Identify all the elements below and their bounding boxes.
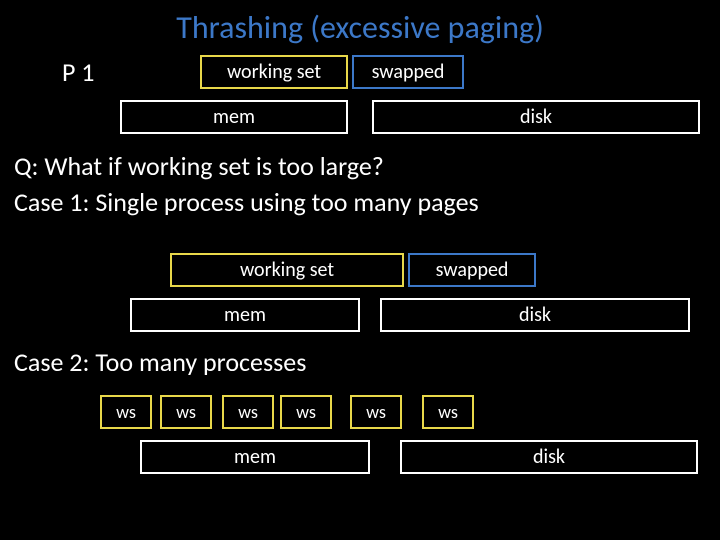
s3-disk-box: disk [400,440,698,474]
s3-ws-box-2: ws [222,395,274,429]
s3-ws-box-0: ws [100,395,152,429]
s1-disk-box: disk [372,100,700,134]
s1-mem-box: mem [120,100,348,134]
question-text: Q: What if working set is too large? [14,150,384,183]
s3-ws-box-3: ws [280,395,332,429]
p1-label: P 1 [62,56,95,88]
s2-working-set-box: working set [170,253,404,287]
s3-ws-box-4: ws [350,395,402,429]
s3-ws-box-1: ws [160,395,212,429]
s3-ws-box-5: ws [422,395,474,429]
case2-text: Case 2: Too many processes [14,346,306,379]
s3-mem-box: mem [140,440,370,474]
s1-working-set-box: working set [200,55,348,89]
s2-mem-box: mem [130,298,360,332]
s2-swapped-box: swapped [408,253,536,287]
case1-text: Case 1: Single process using too many pa… [14,186,479,219]
s2-disk-box: disk [380,298,690,332]
s1-swapped-box: swapped [352,55,464,89]
slide-title: Thrashing (excessive paging) [0,0,720,47]
